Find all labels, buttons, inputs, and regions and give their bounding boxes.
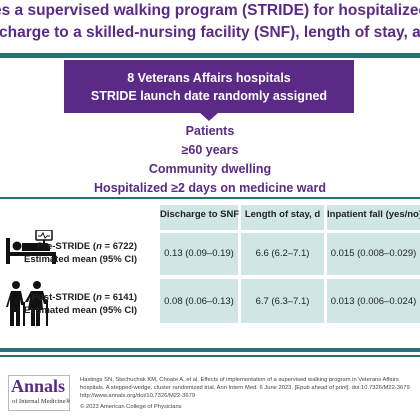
annals-logo: Annals of Internal Medicine® (8, 375, 70, 411)
row-label-post-stride: Post-STRIDE (n = 6141) Estimated mean (9… (24, 291, 137, 317)
post-estimated-mean-label: Estimated mean (95% CI) (24, 305, 137, 316)
patients-criteria: Patients ≥60 years Community dwelling Ho… (0, 122, 420, 198)
pre-label-prefix: Pre-STRIDE ( (36, 241, 97, 252)
title-line-2: charge to a skilled-nursing facility (SN… (0, 24, 420, 41)
logo-wordmark: Annals (11, 376, 66, 396)
cell-bg (241, 279, 324, 323)
logo-subtitle: of Internal Medicine® (12, 398, 71, 405)
pre-discharge-snf-value: 0.13 (0.09–0.19) (164, 248, 234, 259)
hospital-bed-icon (6, 230, 56, 264)
pre-estimated-mean-label: Estimated mean (95% CI) (24, 254, 137, 265)
col-header-bg-fall (327, 205, 420, 230)
launch-date-text: STRIDE launch date randomly assigned (90, 89, 328, 103)
criterion-age: ≥60 years (181, 143, 239, 157)
cell-bg (160, 279, 238, 323)
pre-inpatient-fall-value: 0.015 (0.008–0.029) (330, 248, 417, 259)
post-length-of-stay-value: 6.7 (6.3–7.1) (255, 296, 310, 307)
citation-text: Hastings SN, Stechuchak KM, Choate A, et… (80, 377, 410, 391)
citation-link[interactable]: http://www.annals.org/doi/10.7326/M22-36… (80, 393, 196, 399)
post-discharge-snf-value: 0.08 (0.06–0.13) (164, 296, 234, 307)
col-header-bg-los (241, 205, 324, 230)
post-label-n: n (96, 292, 102, 303)
walking-people-icon (6, 281, 48, 326)
cell-bg (327, 233, 420, 275)
col-header-discharge-snf: Discharge to SNF (160, 209, 240, 220)
cell-bg (160, 233, 238, 275)
title-line-1: es a supervised walking program (STRIDE)… (0, 2, 420, 19)
infographic-title: es a supervised walking program (STRIDE)… (0, 0, 420, 46)
copyright: © 2023 American College of Physicians (80, 404, 182, 410)
col-header-bg-snf (160, 205, 238, 230)
study-sites-text: 8 Veterans Affairs hospitals (127, 71, 291, 85)
bottom-divider-thin (0, 355, 420, 357)
criterion-community: Community dwelling (148, 162, 272, 176)
post-label-prefix: Post-STRIDE ( (31, 292, 97, 303)
table-top-rule (0, 197, 420, 199)
citation: Hastings SN, Stechuchak KM, Choate A, et… (80, 376, 412, 400)
post-inpatient-fall-value: 0.013 (0.006–0.024) (330, 296, 417, 307)
pre-label-suffix: = 6722) (101, 241, 138, 252)
col-header-inpatient-fall: Inpatient fall (yes/no) (327, 209, 420, 220)
post-label-suffix: = 6141) (101, 292, 138, 303)
study-design-box: 8 Veterans Affairs hospitals STRIDE laun… (64, 60, 354, 113)
bottom-divider (0, 348, 420, 352)
study-box-pointer (199, 112, 219, 121)
col-header-length-of-stay: Length of stay, d (241, 209, 324, 220)
criterion-hospitalized: Hospitalized ≥2 days on medicine ward (94, 181, 326, 195)
cell-bg (327, 279, 420, 323)
cell-bg (241, 233, 324, 275)
pre-label-n: n (96, 241, 102, 252)
row-label-pre-stride: Pre-STRIDE (n = 6722) Estimated mean (95… (24, 240, 137, 266)
top-divider (0, 53, 420, 58)
col-header-length-of-stay-text: Length of stay, d (244, 209, 321, 220)
patients-heading: Patients (185, 124, 235, 138)
pre-length-of-stay-value: 6.6 (6.2–7.1) (255, 248, 310, 259)
